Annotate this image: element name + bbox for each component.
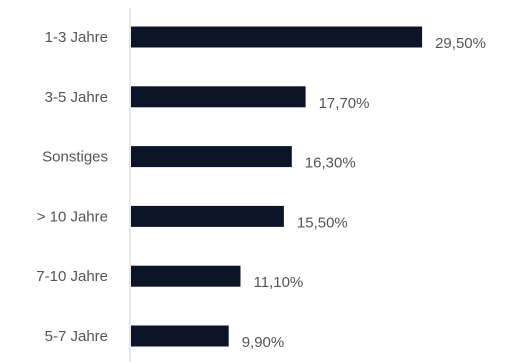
- value-label: 9,90%: [242, 334, 285, 351]
- value-label: 17,70%: [319, 95, 370, 112]
- bar: [131, 26, 423, 48]
- category-label: 5-7 Jahre: [45, 328, 108, 345]
- bar: [131, 146, 292, 168]
- value-label: 29,50%: [435, 35, 486, 52]
- category-label: 3-5 Jahre: [45, 89, 108, 106]
- bar: [131, 265, 241, 287]
- bar: [131, 205, 284, 227]
- category-label: 1-3 Jahre: [45, 29, 108, 46]
- category-label: Sonstiges: [42, 149, 108, 166]
- value-labels-layer: 29,50% 17,70% 16,30% 15,50% 11,10% 9,90%: [242, 35, 486, 351]
- category-label: 7-10 Jahre: [36, 268, 108, 285]
- bars-layer: [131, 26, 423, 347]
- value-label: 11,10%: [254, 274, 304, 291]
- bar: [131, 86, 306, 108]
- bar: [131, 325, 229, 347]
- category-labels-layer: 1-3 Jahre 3-5 Jahre Sonstiges > 10 Jahre 7-1…: [36, 29, 108, 345]
- value-label: 16,30%: [305, 155, 356, 172]
- value-label: 15,50%: [297, 214, 348, 231]
- category-label: > 10 Jahre: [37, 208, 108, 225]
